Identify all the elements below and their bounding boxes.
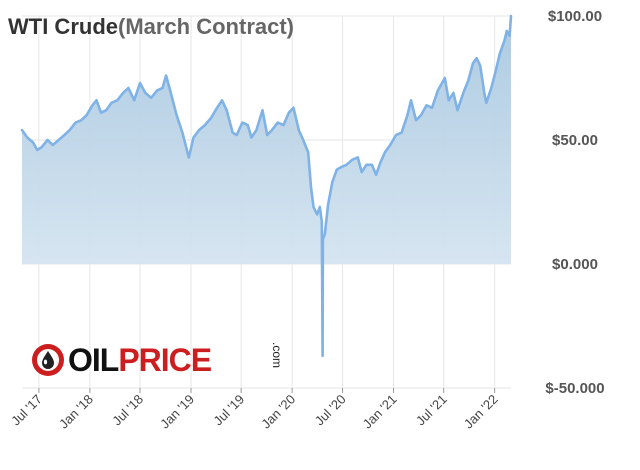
logo-com: .com <box>270 342 284 369</box>
chart-title-sub: (March Contract) <box>118 14 295 39</box>
x-tick-label: Jan '21 <box>360 392 400 432</box>
x-tick-label: Jul '21 <box>413 392 450 429</box>
series-line <box>20 14 513 358</box>
x-tick-label: Jul '20 <box>312 392 349 429</box>
logo-oil: OIL <box>68 342 119 378</box>
x-tick-label: Jul '19 <box>210 392 247 429</box>
logo-price: PRICE <box>118 342 212 378</box>
x-tick-label: Jan '22 <box>461 392 501 432</box>
y-tick-label: $-50.000 <box>545 380 604 397</box>
y-axis: $100.00 $50.00 $0.000 $-50.000 <box>545 8 604 397</box>
x-tick-label: Jan '18 <box>56 392 96 432</box>
x-tick-label: Jul '18 <box>109 392 146 429</box>
y-tick-label: $0.000 <box>552 256 598 273</box>
chart-title: WTI Crude(March Contract) <box>8 14 294 40</box>
x-tick-label: Jan '20 <box>258 392 298 432</box>
oil-drop-logo-icon <box>32 344 64 376</box>
logo-wordmark: OILPRICE <box>68 342 212 379</box>
y-tick-label: $50.00 <box>552 132 598 149</box>
series-area <box>22 16 511 356</box>
plot-area <box>20 14 513 358</box>
chart-title-main: WTI Crude <box>8 14 118 39</box>
y-tick-label: $100.00 <box>548 8 602 25</box>
x-tick-label: Jan '19 <box>157 392 197 432</box>
x-tick-label: Jul '17 <box>8 392 45 429</box>
x-axis: Jul '17 Jan '18 Jul '18 Jan '19 Jul '19 Jan '… <box>8 392 501 432</box>
